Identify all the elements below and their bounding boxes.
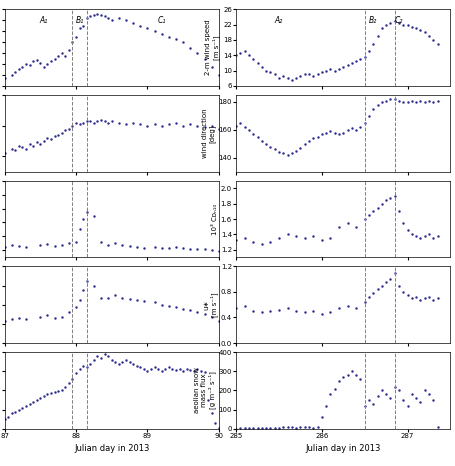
- Y-axis label: aeolian snow
mass flux
[g m⁻² s⁻¹]: aeolian snow mass flux [g m⁻² s⁻¹]: [194, 368, 216, 413]
- Text: A₁: A₁: [40, 16, 48, 25]
- Text: C₂: C₂: [395, 16, 403, 25]
- Y-axis label: wind direction
[deg]: wind direction [deg]: [202, 109, 216, 158]
- Y-axis label: 2-m wind speed
[m s⁻¹]: 2-m wind speed [m s⁻¹]: [205, 20, 220, 75]
- X-axis label: Julian day in 2013: Julian day in 2013: [306, 445, 381, 453]
- Text: C₁: C₁: [157, 16, 166, 25]
- Text: B₁: B₁: [76, 16, 84, 25]
- Y-axis label: 10³ Cᴅₙ₁₀: 10³ Cᴅₙ₁₀: [212, 203, 218, 235]
- X-axis label: Julian day in 2013: Julian day in 2013: [74, 445, 149, 453]
- Y-axis label: u∗
[m s⁻¹]: u∗ [m s⁻¹]: [203, 293, 218, 317]
- Text: B₂: B₂: [369, 16, 377, 25]
- Text: A₂: A₂: [275, 16, 283, 25]
